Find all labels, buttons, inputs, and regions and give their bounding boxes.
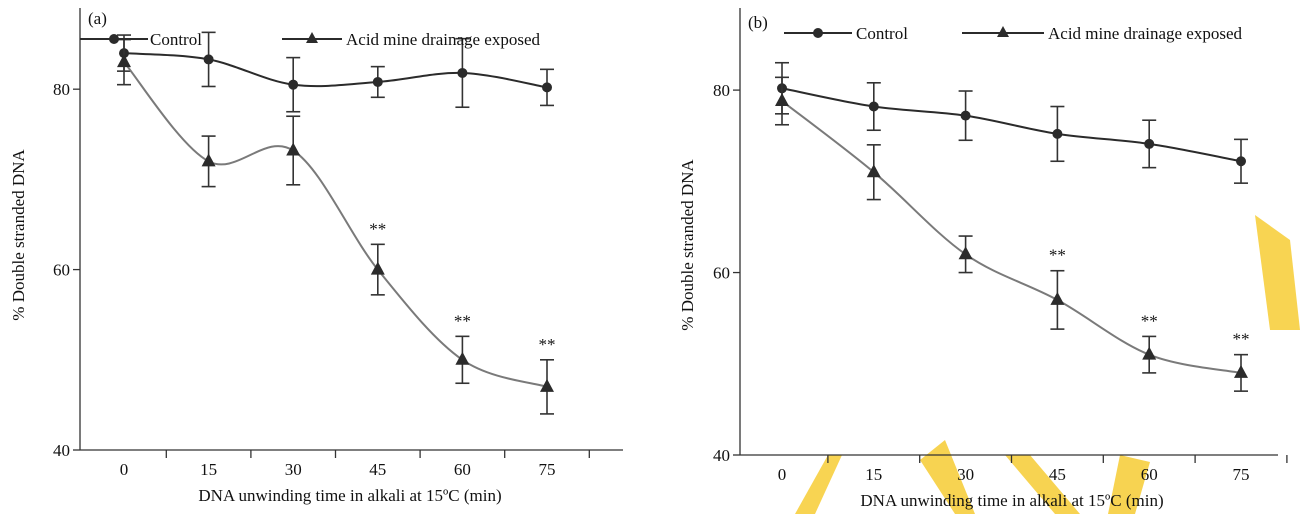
legend-control-label: Control [856,24,908,43]
significance-annotation: ** [369,219,386,238]
control-data-point [288,79,299,90]
data-marks: ** ** ** [117,31,556,415]
y-tick-label: 80 [53,80,70,99]
y-tick-label: 80 [713,81,730,100]
exposed-data-point [1050,291,1065,305]
significance-annotation: ** [1049,246,1066,265]
significance-annotation: ** [539,335,556,354]
panel-label: (a) [88,9,107,28]
x-tick-label: 15 [200,460,217,479]
panel-label: (b) [748,13,768,32]
control-data-point [868,101,879,112]
exposed-data-point [201,153,216,167]
x-axis-label: DNA unwinding time in alkali at 15ºC (mi… [198,486,501,505]
watermark-stroke-3 [1005,455,1080,514]
significance-annotation: ** [454,311,471,330]
exposed-data-point [1234,364,1248,378]
significance-annotation: ** [1141,311,1158,330]
legend-exposed-label: Acid mine drainage exposed [346,30,541,49]
control-series-line [123,52,548,89]
x-tick-label: 75 [1233,465,1250,484]
legend-exposed-marker [306,32,318,43]
exposed-data-point [866,164,881,178]
x-tick-label: 30 [957,465,974,484]
exposed-data-point [1142,346,1157,360]
y-axis-label: % Double stranded DNA [9,149,28,321]
exposed-data-point [958,246,973,260]
x-tick-label: 60 [454,460,471,479]
chart-panel-b: 40 60 80 0 15 30 45 60 75 ** ** ** (b) DNA unwindi… [678,8,1288,510]
legend-control-marker [109,34,119,44]
y-tick-label: 60 [713,264,730,283]
control-data-point [1236,156,1246,167]
control-data-point [960,110,971,121]
watermark-stroke-1 [795,455,842,514]
control-data-point [372,76,383,87]
exposed-series-line [781,100,1242,374]
exposed-series-line [123,61,548,388]
exposed-data-point [117,54,131,68]
watermark-stroke-2 [920,440,975,514]
x-tick-label: 0 [778,465,787,484]
x-tick-label: 30 [285,460,302,479]
control-series-line [781,87,1242,163]
x-tick-label: 60 [1141,465,1158,484]
control-data-point [1144,138,1155,149]
y-tick-label: 60 [53,261,70,280]
x-tick-label: 0 [120,460,129,479]
y-tick-label: 40 [53,441,70,460]
axis-ticks: 40 60 80 0 15 30 45 60 75 [53,80,590,479]
x-tick-label: 75 [539,460,556,479]
exposed-data-point [775,93,789,107]
control-data-point [542,82,552,93]
control-data-point [457,67,468,78]
exposed-data-point [540,378,554,392]
significance-annotation: ** [1233,330,1250,349]
y-tick-label: 40 [713,446,730,465]
x-tick-label: 15 [865,465,882,484]
legend-exposed-label: Acid mine drainage exposed [1048,24,1243,43]
x-tick-label: 45 [1049,465,1066,484]
control-data-point [1052,128,1063,139]
legend-control-marker [813,28,823,38]
watermark-stroke-4 [1108,455,1150,514]
legend: Control Acid mine drainage exposed [80,30,541,49]
legend: Control Acid mine drainage exposed [784,24,1243,43]
watermark-stroke-5 [1255,215,1300,330]
legend-control-label: Control [150,30,202,49]
legend-exposed-marker [997,26,1009,37]
y-axis-label: % Double stranded DNA [678,159,697,331]
axis-ticks: 40 60 80 0 15 30 45 60 75 [713,81,1288,484]
exposed-data-point [286,142,301,156]
data-marks: ** ** ** [775,61,1250,392]
control-data-point [203,54,214,65]
x-axis-label: DNA unwinding time in alkali at 15ºC (mi… [860,491,1163,510]
exposed-data-point [370,261,385,275]
chart-panel-a: 40 60 80 0 15 30 45 60 75 ** ** ** (a) DNA unwindi… [9,8,623,505]
exposed-data-point [455,351,470,365]
watermark-logo [795,215,1300,514]
x-tick-label: 45 [369,460,386,479]
